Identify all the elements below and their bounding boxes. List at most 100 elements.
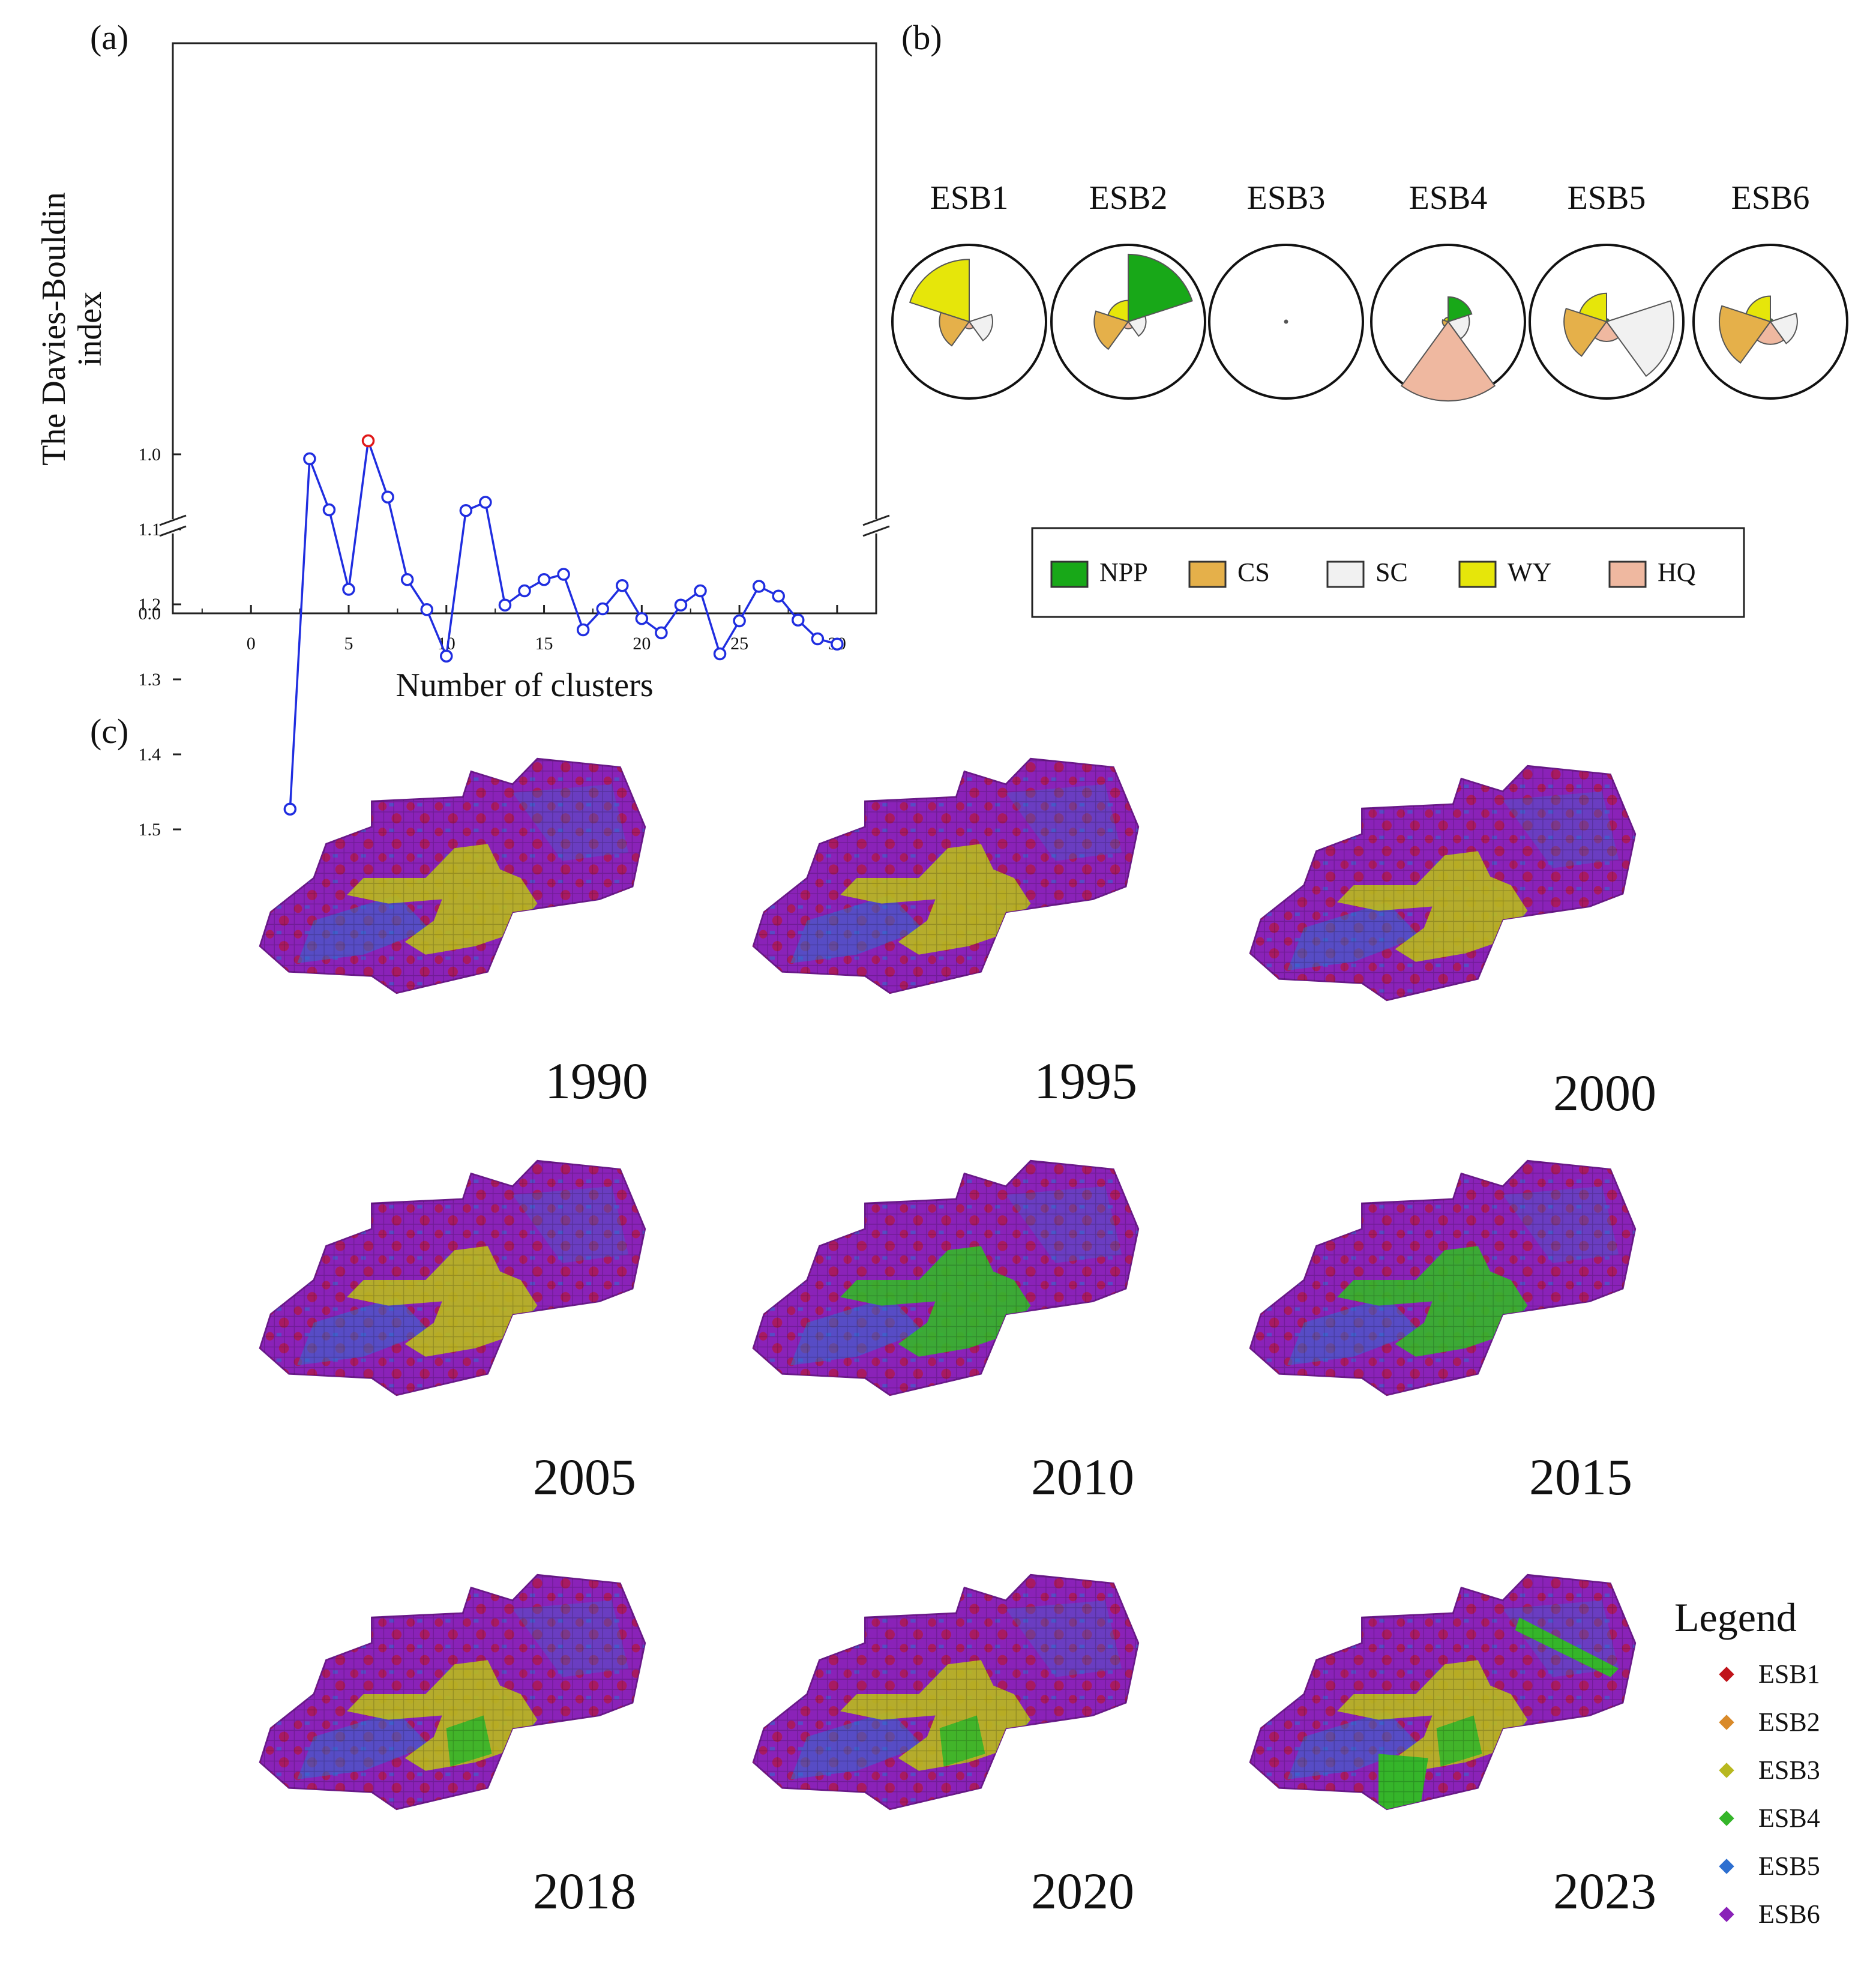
legend-title: Legend (1674, 1595, 1797, 1640)
esb-title: ESB3 (1247, 179, 1326, 217)
legend-label-cs: CS (1237, 558, 1270, 587)
esb-title: ESB6 (1731, 179, 1810, 217)
esb-title: ESB2 (1089, 179, 1168, 217)
map-grid (753, 759, 1138, 993)
data-point (498, 598, 512, 612)
data-point (635, 612, 649, 625)
legend-label-hq: HQ (1658, 558, 1696, 587)
data-point (694, 584, 707, 598)
y-tick-label: 1.3 (139, 670, 161, 690)
axis-break-mark (159, 514, 187, 526)
map-year-label: 1990 (545, 1052, 648, 1110)
data-point (792, 613, 805, 627)
panel-label-b: (b) (901, 18, 942, 57)
panel-label-c: (c) (90, 712, 128, 751)
map-year-label: 1995 (1034, 1052, 1137, 1110)
y-tick-label: 1.2 (139, 595, 161, 615)
map-2015 (1249, 1159, 1637, 1396)
data-point (518, 584, 531, 598)
data-point (655, 626, 668, 640)
map-2005 (259, 1159, 646, 1396)
x-tick-label: 15 (535, 634, 553, 654)
legend-marker-esb5 (1719, 1859, 1734, 1874)
x-tick-label: 20 (633, 634, 651, 654)
legend-swatch-wy (1458, 561, 1497, 588)
rose-sector-cs (939, 311, 970, 347)
legend-marker-esb6 (1719, 1907, 1734, 1922)
map-2020 (752, 1574, 1140, 1811)
map-detail (753, 1575, 1138, 1809)
legend-label-esb3: ESB3 (1758, 1755, 1820, 1785)
rose-sector-hq (1400, 320, 1496, 402)
legend-label-esb4: ESB4 (1758, 1803, 1820, 1833)
legend-swatch-sc (1326, 561, 1365, 588)
legend-marker-esb2 (1719, 1715, 1734, 1730)
data-point (674, 598, 688, 612)
data-point (420, 603, 433, 616)
rose-sector-hq (1284, 320, 1288, 324)
rose-sector-cs (1093, 310, 1129, 350)
rose-sector-sc (1605, 300, 1675, 377)
map-detail (1250, 766, 1635, 1000)
rose-sector-hq (1123, 320, 1134, 329)
data-point (557, 568, 570, 581)
data-point (752, 580, 766, 593)
legend-label-esb5: ESB5 (1758, 1851, 1820, 1881)
map-grid (260, 1161, 645, 1395)
map-detail (753, 1161, 1138, 1395)
map-2018 (259, 1574, 646, 1811)
esb-title: ESB4 (1409, 179, 1488, 217)
rose-sector-cs (1719, 305, 1772, 364)
axis-break-mark (862, 514, 890, 526)
esb-title: ESB5 (1568, 179, 1646, 217)
legend-marker-esb3 (1719, 1763, 1734, 1778)
map-detail (260, 759, 645, 993)
legend-label-esb2: ESB2 (1758, 1707, 1820, 1737)
rose-sector-wy (1745, 295, 1771, 323)
rose-sector-sc (1769, 312, 1798, 344)
plot-frame (172, 42, 877, 615)
rose-sector-sc (1127, 315, 1147, 337)
map-detail (753, 759, 1138, 993)
data-point (303, 452, 316, 466)
legend-swatch-hq (1608, 561, 1647, 588)
esb-legend: Legend ESB1 ESB2 ESB3 ESB4 ESB5 ESB6 (1674, 1595, 1820, 1929)
map-detail (1250, 1161, 1635, 1395)
data-point (831, 637, 844, 651)
data-point (479, 496, 492, 509)
data-point (616, 579, 629, 592)
map-detail (260, 1575, 645, 1809)
data-point (342, 583, 355, 596)
legend-label-esb6: ESB6 (1758, 1899, 1820, 1929)
data-point (381, 490, 394, 504)
y-tick-label: 1.5 (139, 820, 161, 840)
data-point (400, 573, 414, 586)
data-point (576, 623, 590, 637)
map-2023 (1249, 1574, 1637, 1811)
legend-swatch-cs (1188, 561, 1227, 588)
map-year-label: 2015 (1529, 1448, 1632, 1506)
optimal-point (361, 434, 375, 448)
map-grid (1250, 1161, 1635, 1395)
legend-marker-esb1 (1719, 1667, 1734, 1682)
axis-break-mark (159, 525, 187, 537)
map-1995 (752, 757, 1140, 994)
data-point (713, 647, 727, 661)
data-point (322, 503, 336, 517)
map-year-label: 2000 (1553, 1064, 1656, 1122)
rose-sector-cs (1563, 307, 1608, 357)
x-tick-label: 25 (730, 634, 748, 654)
map-grid (260, 1575, 645, 1809)
rose-sector-hq (1756, 320, 1785, 345)
legend-label-wy: WY (1508, 558, 1551, 587)
y-tick-label: 1.0 (139, 445, 161, 464)
data-point (811, 632, 825, 646)
y-break-label: 0.0 (139, 604, 161, 624)
map-year-label: 2005 (533, 1448, 636, 1506)
esb-title: ESB1 (930, 179, 1009, 217)
legend-label-esb1: ESB1 (1758, 1659, 1820, 1689)
rose-sector-wy (909, 259, 970, 323)
map-year-label: 2010 (1031, 1448, 1134, 1506)
esb-rose-charts: ESB1 ESB2 ESB3 ESB4 ESB5 ESB6 (891, 179, 1848, 402)
